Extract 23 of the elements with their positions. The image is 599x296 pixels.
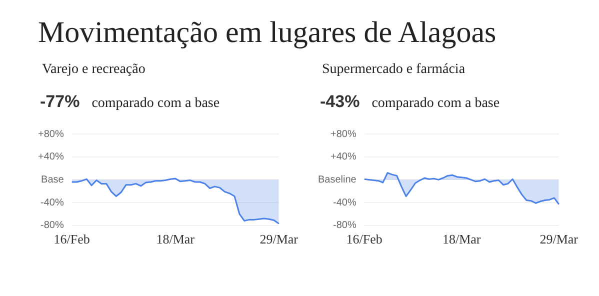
y-tick-label: -80% [333, 220, 356, 232]
y-tick-label: -80% [40, 220, 64, 232]
x-tick-label: 18/Mar [442, 232, 482, 247]
y-tick-label: +80% [330, 128, 356, 140]
y-tick-label: +40% [38, 152, 64, 163]
x-tick-label: 16/Feb [346, 232, 382, 247]
y-tick-label: +40% [330, 152, 356, 163]
y-tick-label: Baseline [318, 174, 357, 186]
text: -43% [320, 92, 360, 112]
x-tick-label: 18/Mar [156, 232, 196, 247]
text: comparado com a base [372, 96, 500, 112]
y-tick-label: Base [41, 174, 64, 186]
chart-subtitle: Supermercado e farmácia [322, 62, 466, 78]
y-tick-label: -40% [40, 197, 64, 208]
chart-title: Movimentação em lugares de Alagoas [38, 15, 498, 50]
text: -77% [40, 92, 80, 112]
x-tick-label: 16/Feb [54, 232, 90, 247]
x-tick-label: 29/Mar [260, 232, 299, 247]
y-tick-label: +80% [38, 128, 64, 140]
x-tick-label: 29/Mar [540, 232, 579, 247]
chart-subtitle: Varejo e recreação [42, 62, 146, 78]
y-tick-label: -40% [333, 197, 356, 208]
text: comparado com a base [92, 96, 220, 112]
